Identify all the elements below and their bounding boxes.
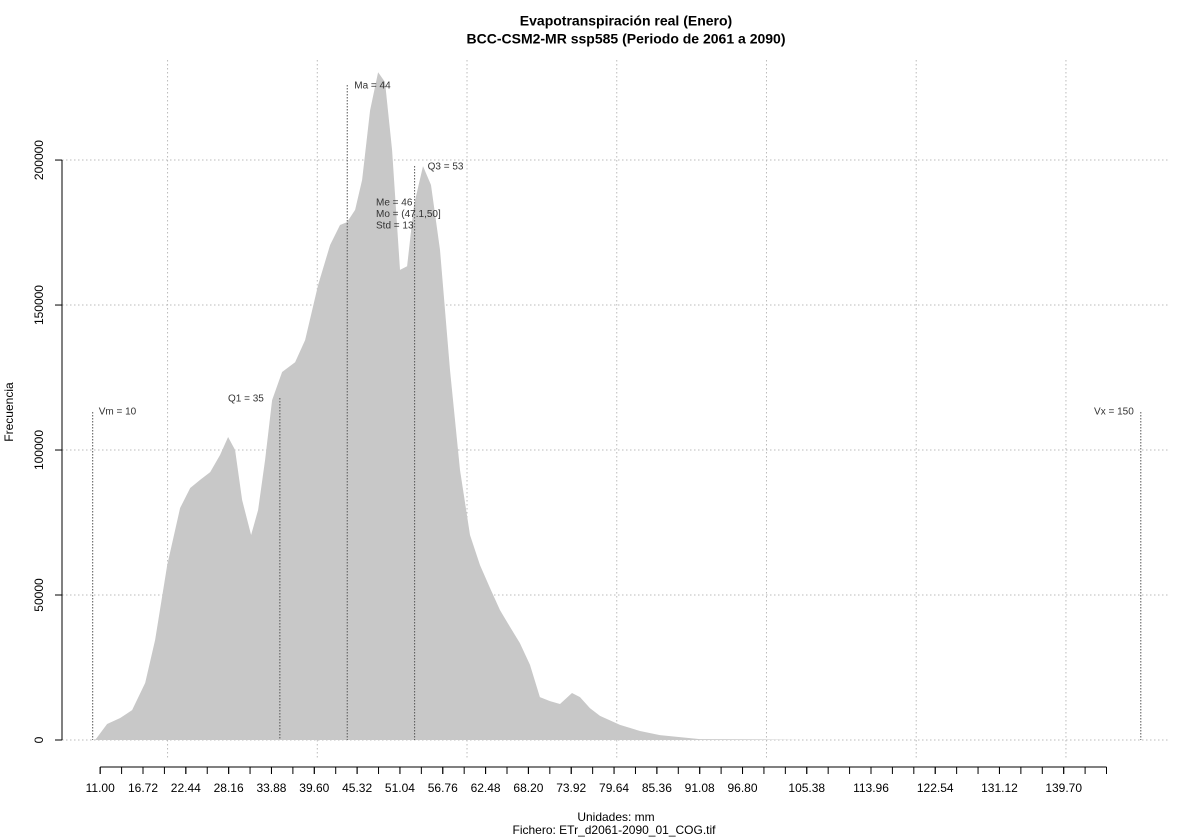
caption: Fichero: ETr_d2061-2090_01_COG.tif: [513, 823, 717, 837]
y-tick-label: 150000: [32, 285, 46, 325]
x-tick-label: 45.32: [342, 781, 372, 795]
y-tick-label: 100000: [32, 430, 46, 470]
x-tick-label: 73.92: [556, 781, 586, 795]
x-tick-label: 68.20: [513, 781, 543, 795]
stat-label: Me = 46: [376, 198, 413, 209]
x-tick-label: 22.44: [171, 781, 201, 795]
density-area: [95, 72, 1130, 740]
x-tick-label: 16.72: [128, 781, 158, 795]
y-tick-label: 50000: [32, 578, 46, 612]
x-tick-label: 79.64: [599, 781, 629, 795]
chart-subtitle: BCC-CSM2-MR ssp585 (Periodo de 2061 a 20…: [467, 31, 786, 47]
y-tick-label: 200000: [32, 140, 46, 180]
chart-title: Evapotranspiración real (Enero): [520, 13, 732, 29]
x-tick-label: 39.60: [299, 781, 329, 795]
x-tick-label: 11.00: [86, 781, 115, 795]
marker-label: Vm = 10: [99, 407, 137, 418]
x-tick-label: 33.88: [256, 781, 286, 795]
marker-label: Q3 = 53: [428, 162, 464, 173]
x-tick-label: 105.38: [788, 781, 825, 795]
x-tick-label: 51.04: [385, 781, 415, 795]
x-tick-label: 139.70: [1045, 781, 1082, 795]
x-axis-label: Unidades: mm: [577, 810, 654, 824]
x-tick-label: 56.76: [428, 781, 458, 795]
stat-label: Std = 13: [376, 221, 414, 232]
x-tick-label: 131.12: [981, 781, 1018, 795]
x-tick-label: 122.54: [917, 781, 954, 795]
x-tick-label: 28.16: [214, 781, 244, 795]
x-tick-label: 85.36: [642, 781, 672, 795]
y-tick-label: 0: [32, 736, 46, 743]
stat-label: Mo = (47.1,50]: [376, 209, 441, 220]
x-tick-label: 113.96: [853, 781, 889, 795]
marker-label: Vx = 150: [1094, 407, 1134, 418]
y-axis-label: Frecuencia: [2, 382, 16, 442]
x-tick-label: 91.08: [685, 781, 715, 795]
marker-label: Ma = 44: [354, 81, 391, 92]
marker-label: Q1 = 35: [228, 394, 264, 405]
x-tick-label: 62.48: [471, 781, 501, 795]
x-tick-label: 96.80: [728, 781, 758, 795]
